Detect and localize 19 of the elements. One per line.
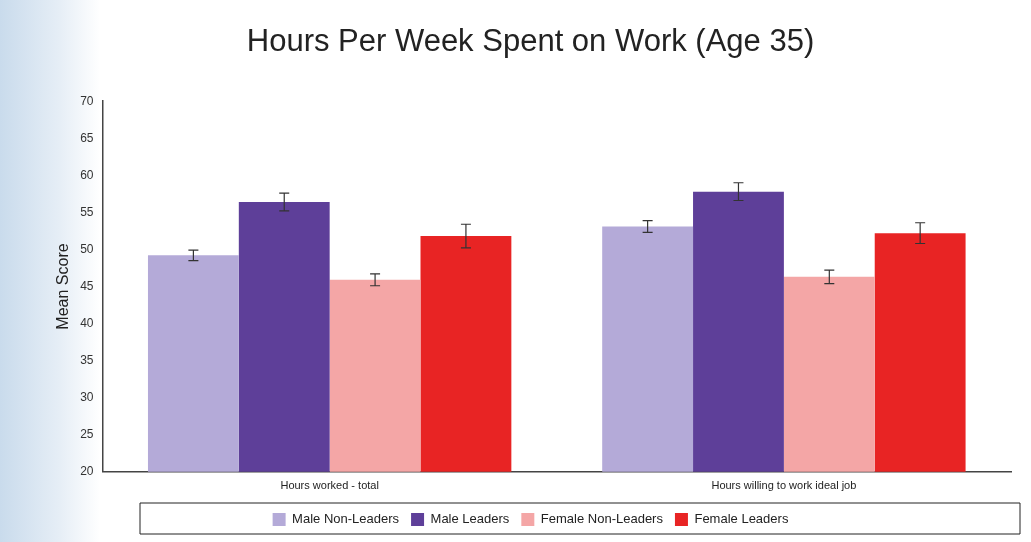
y-tick-label: 25 bbox=[80, 427, 94, 442]
legend-label: Female Leaders bbox=[694, 511, 789, 527]
y-tick-label: 20 bbox=[80, 464, 94, 479]
y-tick-label: 30 bbox=[80, 389, 94, 404]
y-tick-label: 45 bbox=[80, 278, 94, 293]
legend-label: Male Leaders bbox=[430, 511, 510, 527]
y-tick-label: 65 bbox=[80, 130, 94, 145]
y-tick-label: 60 bbox=[80, 167, 94, 182]
y-tick-label: 35 bbox=[80, 352, 94, 367]
y-tick-label: 70 bbox=[80, 93, 94, 108]
y-tick-label: 50 bbox=[80, 241, 94, 256]
legend-label: Male Non-Leaders bbox=[292, 511, 400, 527]
x-tick-label: Hours worked - total bbox=[280, 479, 379, 492]
x-tick-label: Hours willing to work ideal job bbox=[711, 479, 857, 492]
y-tick-label: 40 bbox=[80, 315, 94, 330]
legend-label: Female Non-Leaders bbox=[540, 511, 664, 527]
y-tick-label: 55 bbox=[80, 204, 94, 219]
chart-title: Hours Per Week Spent on Work (Age 35) bbox=[246, 23, 815, 59]
y-axis-title: Mean Score bbox=[54, 243, 72, 330]
